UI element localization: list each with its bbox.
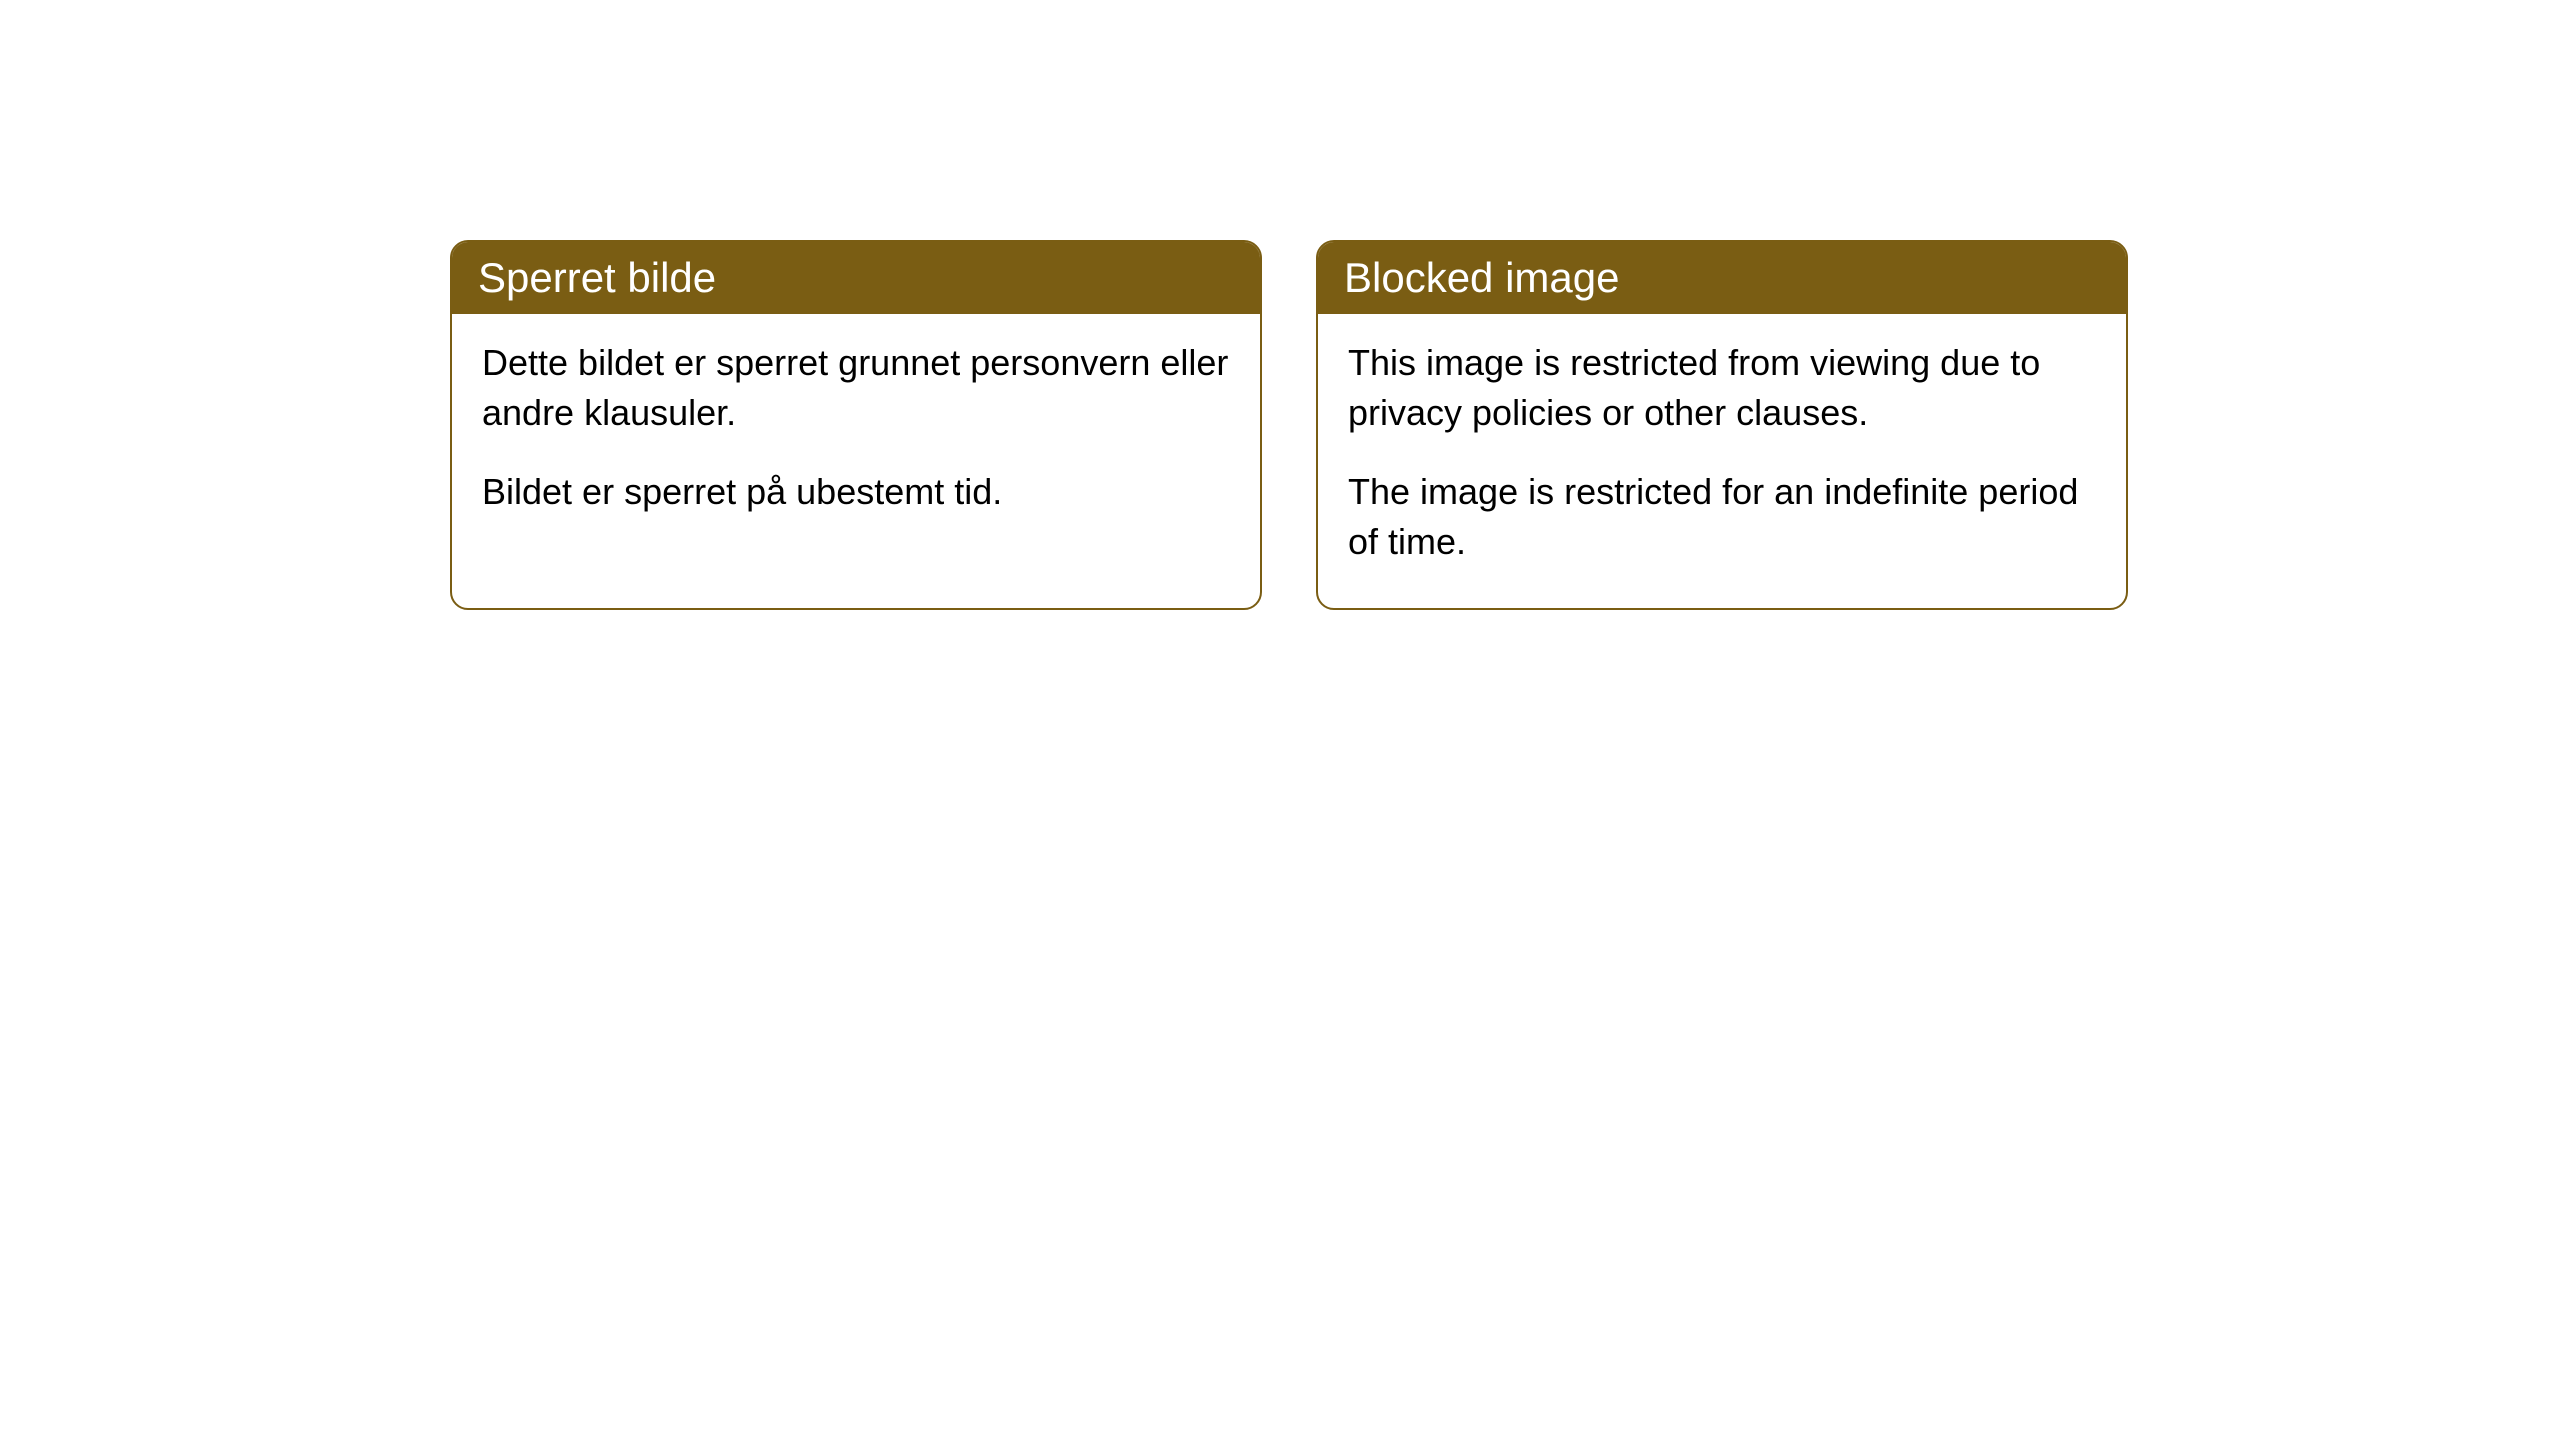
card-header-norwegian: Sperret bilde [452, 242, 1260, 314]
cards-container: Sperret bilde Dette bildet er sperret gr… [0, 0, 2560, 610]
card-body-norwegian: Dette bildet er sperret grunnet personve… [452, 314, 1260, 557]
card-paragraph-2-norwegian: Bildet er sperret på ubestemt tid. [482, 467, 1230, 517]
card-paragraph-2-english: The image is restricted for an indefinit… [1348, 467, 2096, 568]
card-header-english: Blocked image [1318, 242, 2126, 314]
card-english: Blocked image This image is restricted f… [1316, 240, 2128, 610]
card-body-english: This image is restricted from viewing du… [1318, 314, 2126, 608]
card-paragraph-1-norwegian: Dette bildet er sperret grunnet personve… [482, 338, 1230, 439]
card-title-english: Blocked image [1344, 254, 1619, 301]
card-title-norwegian: Sperret bilde [478, 254, 716, 301]
card-paragraph-1-english: This image is restricted from viewing du… [1348, 338, 2096, 439]
card-norwegian: Sperret bilde Dette bildet er sperret gr… [450, 240, 1262, 610]
